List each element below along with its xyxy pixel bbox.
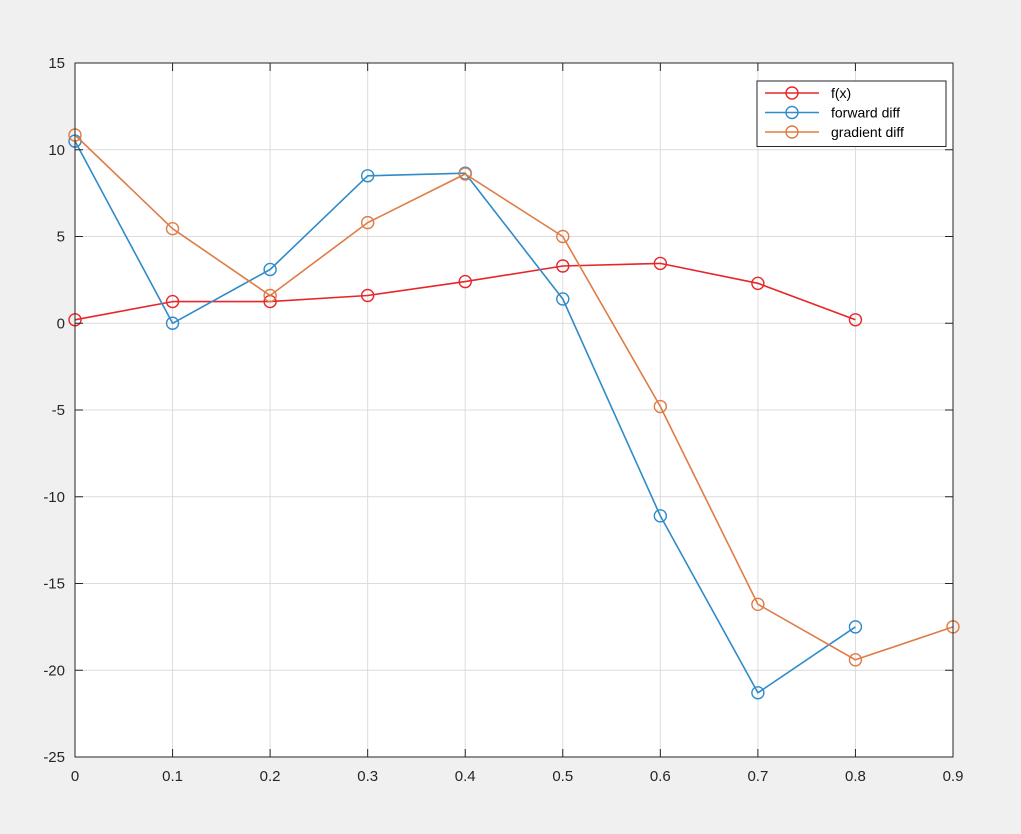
data-point: [751, 597, 765, 612]
legend-entry: gradient diff: [765, 124, 904, 140]
data-point: [165, 294, 180, 309]
y-tick-label: -20: [43, 662, 65, 679]
legend-marker: [785, 86, 799, 100]
data-point: [263, 262, 277, 277]
legend: f(x) forward diff gradient diff: [756, 80, 947, 147]
legend-marker: [785, 105, 799, 120]
series-layer: [68, 128, 960, 700]
data-point: [751, 276, 765, 291]
y-tick-label: 0: [57, 315, 65, 332]
data-point: [360, 288, 375, 303]
data-point: [458, 167, 472, 181]
data-point: [848, 653, 863, 667]
x-tick-label: 0.1: [162, 768, 183, 785]
y-tick-label: 5: [57, 229, 65, 246]
data-point: [653, 509, 668, 523]
data-point: [653, 399, 668, 414]
legend-entry: f(x): [765, 85, 851, 101]
legend-box: [756, 80, 947, 147]
axis-ticks: 0 0.1 0.2 0.3 0.4 0.5 0.6 0.7 0.8 0.9 15 10 5 0 -5 -10 -…: [43, 55, 963, 785]
y-tick-label: -5: [52, 402, 65, 419]
series-line: [74, 134, 954, 661]
data-point: [165, 221, 180, 236]
data-point: [848, 313, 863, 327]
data-point: [848, 620, 863, 634]
x-tick-label: 0.8: [845, 768, 866, 785]
x-tick-label: 0.2: [260, 768, 281, 785]
x-tick-label: 0.9: [943, 768, 964, 785]
legend-label: gradient diff: [831, 124, 904, 140]
data-point: [360, 169, 375, 183]
series-2: [68, 128, 960, 667]
y-tick-label: -15: [43, 576, 65, 593]
x-tick-label: 0.7: [747, 768, 768, 785]
y-tick-label: 10: [48, 142, 65, 159]
legend-label: f(x): [831, 85, 851, 101]
data-point: [556, 259, 570, 273]
data-point: [360, 215, 375, 230]
legend-entry: forward diff: [765, 105, 900, 121]
y-tick-label: -25: [43, 749, 65, 766]
series-0: [68, 256, 863, 327]
data-point: [751, 686, 765, 700]
data-point: [653, 256, 668, 271]
x-tick-label: 0.5: [552, 768, 573, 785]
data-point: [556, 292, 570, 306]
x-tick-label: 0.3: [357, 768, 378, 785]
data-point: [165, 316, 180, 330]
x-tick-label: 0: [71, 768, 79, 785]
data-point: [556, 229, 570, 244]
legend-marker: [785, 125, 799, 139]
y-tick-label: 15: [48, 55, 65, 72]
data-point: [263, 288, 277, 303]
x-tick-label: 0.4: [455, 768, 476, 785]
legend-label: forward diff: [831, 105, 900, 121]
data-point: [458, 274, 472, 289]
y-tick-label: -10: [43, 489, 65, 506]
series-line: [74, 262, 856, 321]
x-tick-label: 0.6: [650, 768, 671, 785]
